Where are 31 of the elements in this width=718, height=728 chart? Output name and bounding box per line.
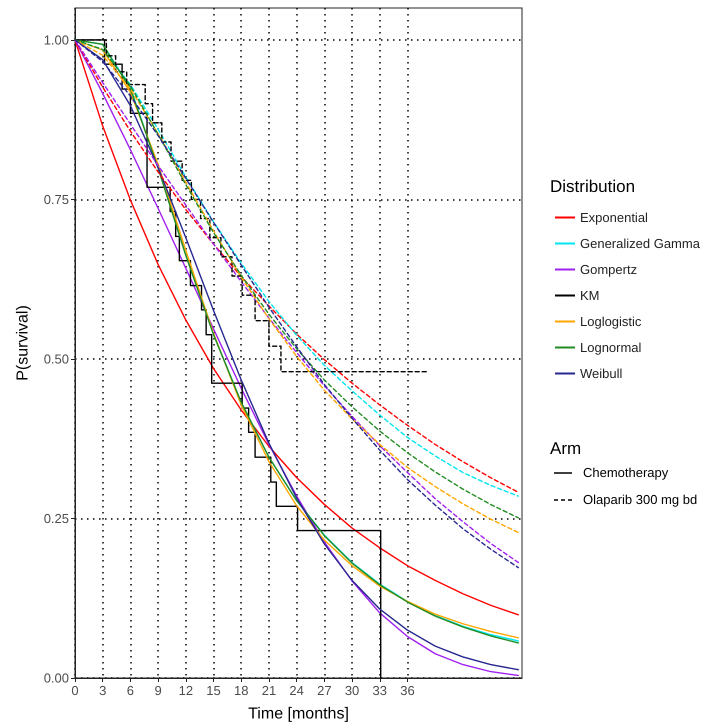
text: Olaparib 300 mg bd — [583, 492, 698, 507]
legend-title: Distribution — [550, 177, 636, 196]
x-tick-label: 33 — [372, 683, 388, 698]
legend-label: Generalized Gamma — [580, 236, 701, 251]
legend-label: Loglogistic — [580, 314, 642, 329]
x-tick-label: 12 — [178, 683, 194, 698]
y-tick-label: 0.25 — [44, 510, 69, 526]
x-tick-label: 36 — [400, 683, 415, 698]
text: Chemotherapy — [583, 465, 669, 480]
legend-label: KM — [580, 288, 600, 303]
x-tick-label: 3 — [99, 683, 106, 698]
text: Arm — [550, 439, 582, 458]
x-tick-label: 27 — [317, 683, 332, 698]
y-axis-title: P(survival) — [14, 305, 32, 381]
x-tick-label: 30 — [344, 683, 360, 698]
x-tick-label: 6 — [126, 683, 134, 698]
x-tick-label: 0 — [71, 683, 79, 698]
x-tick-label: 24 — [289, 683, 304, 698]
x-tick-label: 21 — [262, 683, 276, 698]
legend-label: Lognormal — [580, 340, 642, 355]
y-tick-label: 0.00 — [44, 670, 69, 686]
x-axis-title: Time [months] — [248, 706, 349, 722]
y-tick-label: 1.00 — [44, 32, 69, 48]
y-tick-label: 0.75 — [44, 192, 69, 207]
y-tick-label: 0.50 — [44, 351, 69, 366]
legend-label: Exponential — [580, 210, 648, 225]
x-tick-label: 9 — [154, 683, 162, 698]
legend-label: Gompertz — [580, 262, 638, 277]
x-tick-label: 18 — [234, 683, 248, 698]
legend-label: Weibull — [580, 366, 622, 381]
x-tick-label: 15 — [206, 683, 221, 698]
